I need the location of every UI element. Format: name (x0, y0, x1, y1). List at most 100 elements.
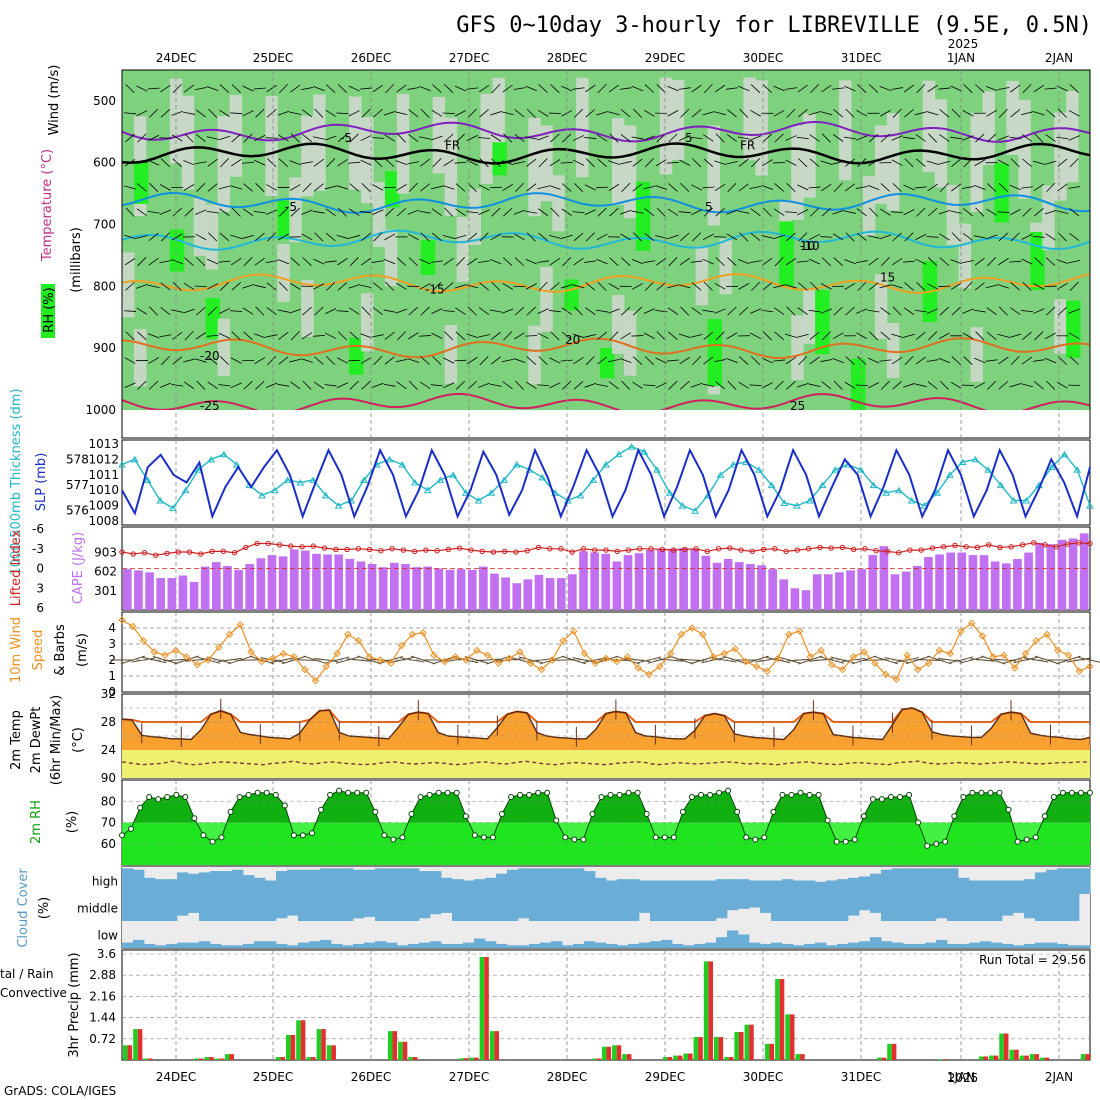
wind-speed-point-5 (172, 646, 180, 655)
thickness-point-30 (500, 476, 508, 483)
precip-convective-bar-88 (1024, 1055, 1029, 1060)
cape-bar-49 (668, 548, 677, 610)
wind-barb-58-560 (809, 134, 820, 142)
wind-barb-11-600 (254, 159, 266, 166)
wind-barb-34-640 (526, 183, 537, 192)
cloud-high-bar-38 (540, 868, 552, 894)
thickness-point-25 (436, 476, 445, 483)
wind-barb-9-920 (230, 357, 242, 364)
precip-total-bar-75 (887, 1043, 892, 1060)
thickness-point-3 (156, 496, 165, 504)
rh2m-point-51 (580, 836, 587, 843)
precip-total-bar-15 (275, 1057, 281, 1060)
wind-barb-12-720 (267, 232, 277, 242)
wind-barb-63-560 (868, 133, 879, 143)
rh2m-point-72 (770, 808, 777, 815)
rh2m-point-61 (670, 834, 677, 841)
wind-barb-31-640 (489, 186, 502, 189)
wind-speed-point-70 (871, 659, 879, 667)
wind-barb-6-920 (194, 358, 207, 363)
upper-air-frame (121, 69, 1091, 439)
wind-barb-40-800 (597, 281, 607, 291)
wind-barb-20-640 (361, 182, 371, 192)
cape-bar-29 (445, 569, 455, 610)
rh2m-point-67 (725, 787, 732, 794)
cloud-high-bar-34 (496, 873, 508, 894)
wind-barb-74-680 (997, 211, 1010, 213)
wind-barb-16-800 (313, 283, 325, 290)
wind-barb-17-600 (326, 158, 336, 168)
rh2m-point-104 (1059, 789, 1066, 796)
rh-dry-patch-lower-71 (970, 327, 983, 382)
rh2m-point-69 (743, 834, 750, 841)
wind-barb-24-840 (408, 306, 418, 316)
rh2m-point-93 (960, 794, 967, 800)
thickness-tick-0: 578 (66, 452, 89, 466)
cloud-middle-bar-31 (463, 894, 475, 921)
lifted-index-point-83 (1053, 544, 1059, 550)
wind-barb-41-880 (609, 331, 619, 341)
wind-barb-31-680 (491, 207, 501, 217)
wind-barb-72-840 (973, 309, 986, 313)
isotherm-label-9: 5 (705, 200, 713, 214)
wind-barb-76-760 (1021, 258, 1033, 265)
wind-barb-68-640 (927, 183, 938, 192)
wind-barb-17-680 (325, 208, 336, 216)
wind-barb-39-480 (585, 84, 596, 93)
wind-barb-29-560 (466, 135, 478, 141)
cloud-low-bar-65 (837, 943, 849, 948)
wind-barb-20-600 (360, 159, 372, 166)
lifted-index-point-85 (1076, 540, 1082, 546)
rh2m-point-105 (1068, 789, 1075, 796)
wind-speed-point-84 (1021, 649, 1030, 658)
thickness-point-1 (130, 455, 139, 463)
wind-barb-37-560 (562, 133, 572, 143)
wind-barb-58-520 (808, 111, 821, 116)
cape-bar-77 (979, 555, 989, 610)
wind-barb-49-840 (702, 309, 715, 313)
wind-barb-76-520 (1021, 111, 1033, 116)
wind-barb-58-640 (808, 186, 821, 189)
cloud-high-bar-63 (815, 881, 827, 894)
wind-barb-19-880 (349, 331, 359, 341)
wind-speed-point-90 (1086, 662, 1094, 671)
wind-barb-69-840 (939, 306, 950, 316)
wind-speed-point-54 (699, 630, 707, 639)
precip-convective-bar-7 (198, 1058, 204, 1060)
wind-barb-25-520 (420, 108, 430, 118)
cloud-high-bar-26 (408, 868, 420, 894)
wind-barb-11-720 (254, 232, 265, 242)
rh2m-point-39 (471, 832, 478, 839)
cloud-low-bar-57 (749, 942, 761, 948)
rh2m-point-99 (1014, 838, 1021, 845)
date-label-top-1: 25DEC (253, 51, 293, 65)
wind-barb-60-920 (832, 357, 844, 364)
wind-barb-50-760 (715, 257, 725, 267)
cape-tick-2: 301 (94, 584, 117, 598)
rh2m-point-3 (146, 794, 153, 800)
cloud-middle-bar-56 (738, 894, 750, 909)
wind-barb-7-640 (207, 183, 218, 192)
surface-barb-1 (120, 655, 145, 665)
wind-barb-43-840 (632, 306, 643, 316)
lifted-index-point-82 (1042, 542, 1048, 548)
cloud-high-bar-41 (573, 868, 585, 894)
wind-barb-8-720 (219, 232, 230, 242)
cloud-middle-bar-83 (1035, 894, 1047, 921)
wind-barb-29-640 (467, 182, 477, 192)
wind-speed-point-0 (118, 616, 126, 624)
thickness-point-37 (589, 476, 598, 483)
rh2m-point-5 (164, 794, 171, 800)
wind-barb-26-840 (431, 308, 443, 315)
wind-barb-47-800 (678, 284, 691, 289)
wind-barb-18-680 (337, 207, 347, 217)
wind-barb-73-680 (986, 208, 997, 216)
precip-total-bar-36 (489, 1031, 495, 1060)
cloud-middle-bar-7 (199, 894, 211, 921)
wind-barb-71-520 (962, 110, 974, 117)
date-label-top-6: 30DEC (743, 51, 783, 65)
wind-barb-24-960 (408, 380, 418, 390)
wind-barb-2-960 (148, 380, 159, 390)
wind-barb-24-760 (408, 257, 418, 267)
pressure-tick-0: 500 (93, 94, 116, 108)
